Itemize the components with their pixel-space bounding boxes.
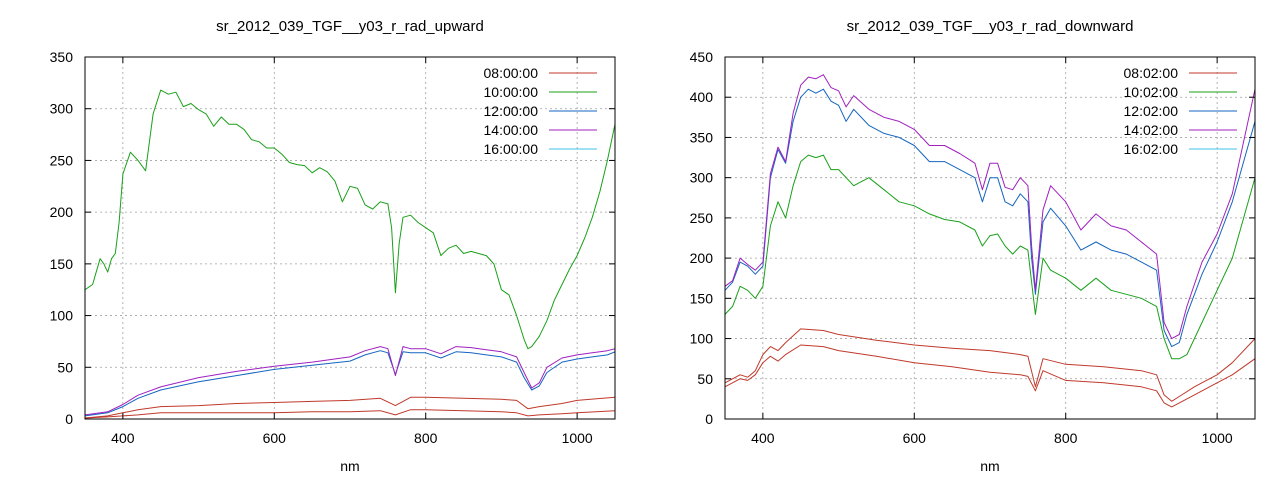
- series-line: [85, 350, 615, 417]
- x-tick-label: 600: [263, 430, 287, 446]
- y-tick-label: 0: [65, 411, 73, 427]
- x-tick-label: 800: [1054, 430, 1078, 446]
- y-tick-label: 450: [690, 49, 714, 65]
- x-tick-label: 600: [903, 430, 927, 446]
- legend-label: 14:00:00: [484, 122, 539, 138]
- series-line: [725, 328, 1255, 402]
- x-tick-label: 1000: [1202, 430, 1233, 446]
- legend-label: 10:00:00: [484, 84, 539, 100]
- y-tick-label: 150: [690, 290, 714, 306]
- series-line: [85, 409, 615, 419]
- x-tick-label: 800: [414, 430, 438, 446]
- plot-frame: [724, 56, 1256, 420]
- y-tick-label: 250: [50, 152, 74, 168]
- series-group: [85, 89, 615, 419]
- legend-label: 16:02:00: [1124, 141, 1179, 157]
- chart-upward: sr_2012_039_TGF__y03_r_rad_upward 400 600 8…: [50, 18, 616, 474]
- series-line: [725, 154, 1255, 360]
- legend-label: 14:02:00: [1124, 122, 1179, 138]
- series-line: [85, 89, 615, 350]
- plot-frame: [84, 56, 616, 420]
- y-tick-label: 300: [50, 101, 74, 117]
- y-tick-label: 350: [50, 49, 74, 65]
- x-axis-label: nm: [340, 458, 359, 474]
- y-tick-label: 0: [705, 411, 713, 427]
- chart-title: sr_2012_039_TGF__y03_r_rad_upward: [216, 18, 484, 35]
- series-line: [85, 396, 615, 419]
- y-tick-label: 200: [50, 204, 74, 220]
- series-line: [725, 74, 1255, 340]
- y-tick-label: 150: [50, 256, 74, 272]
- x-axis-label: nm: [980, 458, 999, 474]
- y-tick-label: 50: [57, 359, 73, 375]
- y-tick-label: 300: [690, 170, 714, 186]
- legend-label: 12:00:00: [484, 103, 539, 119]
- y-tick-label: 200: [690, 250, 714, 266]
- x-tick-label: 400: [751, 430, 775, 446]
- y-tick-label: 100: [690, 331, 714, 347]
- series-line: [85, 346, 615, 416]
- y-tick-label: 250: [690, 210, 714, 226]
- y-tick-label: 100: [50, 308, 74, 324]
- chart-title: sr_2012_039_TGF__y03_r_rad_downward: [847, 18, 1134, 35]
- legend-label: 08:02:00: [1124, 65, 1179, 81]
- legend-label: 12:02:00: [1124, 103, 1179, 119]
- chart-downward: sr_2012_039_TGF__y03_r_rad_downward 400 60…: [690, 18, 1256, 474]
- x-tick-label: 1000: [562, 430, 593, 446]
- y-tick-label: 50: [697, 371, 713, 387]
- y-tick-label: 400: [690, 89, 714, 105]
- series-line: [725, 344, 1255, 408]
- legend-label: 10:02:00: [1124, 84, 1179, 100]
- series-group: [725, 74, 1255, 408]
- series-line: [725, 88, 1255, 348]
- legend-label: 08:00:00: [484, 65, 539, 81]
- legend-label: 16:00:00: [484, 141, 539, 157]
- y-tick-label: 350: [690, 129, 714, 145]
- x-tick-label: 400: [111, 430, 135, 446]
